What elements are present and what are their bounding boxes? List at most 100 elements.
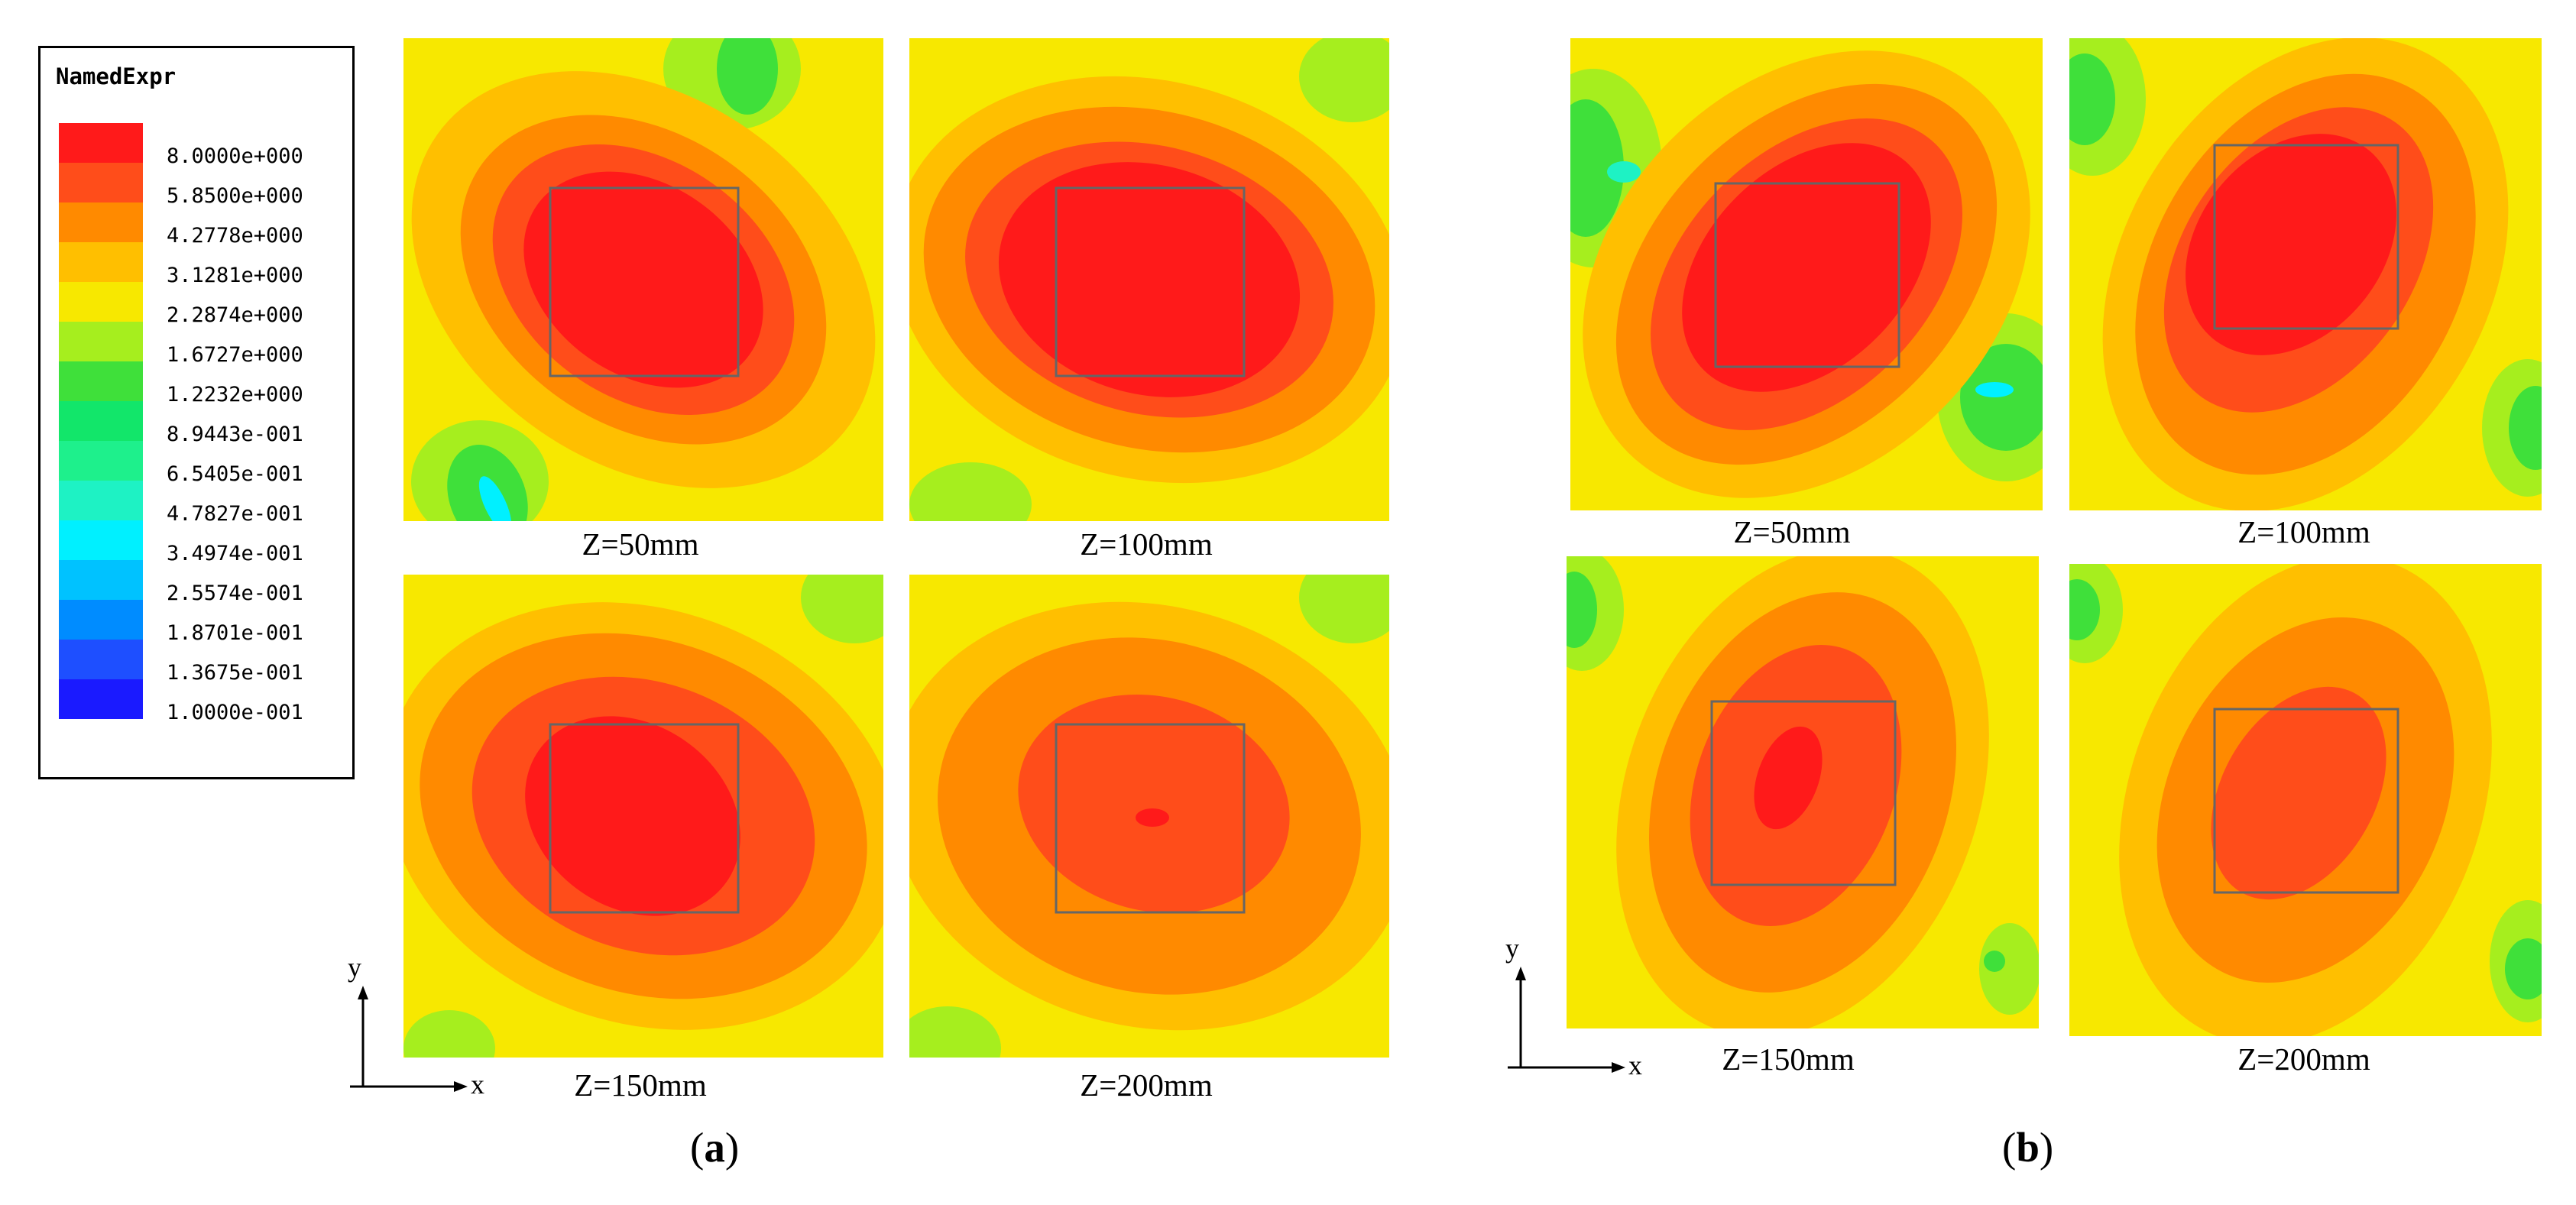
contour-plot (403, 38, 876, 521)
contour-region (1975, 382, 2014, 397)
contour-region (998, 162, 1301, 397)
y-axis-label-a: y (348, 952, 361, 983)
contour-plot (2069, 38, 2542, 510)
contour-region (2509, 386, 2542, 470)
contour-region (1979, 923, 2039, 1015)
panel-a-z100 (909, 38, 1389, 521)
contour-region (2069, 53, 2115, 145)
colorbar-level-label: 3.4974e-001 (167, 542, 303, 565)
source-aperture-outline (2213, 144, 2399, 330)
colorbar-swatch (59, 202, 143, 242)
contour-region (1984, 951, 2005, 972)
caption-b-z200: Z=200mm (2237, 1041, 2370, 1077)
y-axis-label-b: y (1505, 933, 1519, 964)
colorbar-swatch (59, 322, 143, 361)
contour-region (909, 462, 1032, 521)
contour-region (1567, 572, 1597, 648)
contour-region (2069, 579, 2100, 640)
contour-region (523, 171, 763, 388)
axis-indicator-b (1508, 967, 1625, 1073)
colorbar-level-label: 1.6727e+000 (167, 343, 303, 367)
source-aperture-outline (1055, 723, 1246, 914)
colorbar-swatch (59, 640, 143, 679)
source-aperture-outline (549, 723, 740, 914)
contour-region (2505, 938, 2542, 999)
colorbar-swatch (59, 441, 143, 481)
contour-plot (909, 575, 1389, 1058)
colorbar-swatch (59, 600, 143, 640)
colorbar-swatch (59, 361, 143, 401)
caption-a-z150: Z=150mm (574, 1067, 707, 1103)
contour-region (717, 38, 778, 115)
caption-a-z200: Z=200mm (1080, 1067, 1213, 1103)
colorbar-level-label: 1.8701e-001 (167, 621, 303, 645)
contour-region (2211, 686, 2386, 900)
panel-b-z200 (2069, 564, 2542, 1036)
contour-region (909, 1006, 1001, 1058)
colorbar-level-label: 3.1281e+000 (167, 264, 303, 287)
contour-plot (909, 38, 1389, 521)
axis-indicator-a (350, 986, 468, 1092)
contour-plot (1570, 38, 2043, 510)
x-axis-label-a: x (471, 1069, 484, 1100)
colorbar-level-label: 5.8500e+000 (167, 184, 303, 208)
colorbar-swatch (59, 520, 143, 560)
source-aperture-outline (549, 186, 740, 377)
colorbar-level-label: 1.2232e+000 (167, 383, 303, 407)
colorbar-swatch (59, 123, 143, 163)
colorbar-level-label: 4.2778e+000 (167, 224, 303, 248)
colorbar-level-label: 8.0000e+000 (167, 144, 303, 168)
colorbar-swatch (59, 282, 143, 322)
colorbar-swatch (59, 679, 143, 719)
panel-b-z100 (2069, 38, 2542, 510)
caption-b-z150: Z=150mm (1722, 1041, 1855, 1077)
contour-region (1299, 38, 1389, 122)
contour-region (1607, 161, 1641, 183)
contour-region (1570, 99, 1624, 237)
colorbar-level-label: 1.3675e-001 (167, 661, 303, 685)
x-axis-label-b: x (1628, 1050, 1642, 1080)
colorbar-swatch (59, 481, 143, 520)
panel-a-z150 (403, 575, 883, 1058)
colorbar-swatch (59, 401, 143, 441)
colorbar-swatch (59, 560, 143, 600)
caption-a-z100: Z=100mm (1080, 526, 1213, 562)
panel-a-z200 (909, 575, 1389, 1058)
contour-region (478, 476, 512, 521)
contour-plot (2069, 564, 2542, 1036)
colorbar-level-label: 1.0000e-001 (167, 701, 303, 724)
contour-region (403, 1010, 495, 1058)
contour-plot (403, 575, 883, 1058)
contour-region (801, 575, 883, 643)
colorbar-level-label: 2.2874e+000 (167, 303, 303, 327)
caption-b-z100: Z=100mm (2237, 514, 2370, 549)
colorbar-level-label: 4.7827e-001 (167, 502, 303, 526)
subfigure-label-a: (a) (690, 1124, 740, 1171)
contour-region (1299, 575, 1389, 643)
contour-region (1682, 143, 1931, 392)
colorbar-title: NamedExpr (56, 63, 177, 89)
contour-region (1754, 726, 1823, 830)
contour-region (525, 716, 740, 916)
colorbar-level-label: 8.9443e-001 (167, 423, 303, 446)
panel-b-z50 (1570, 38, 2043, 510)
contour-region (1018, 694, 1290, 914)
source-aperture-outline (1710, 700, 1897, 886)
source-aperture-outline (1714, 182, 1900, 368)
panel-a-z50 (403, 38, 883, 521)
colorbar-swatch (59, 242, 143, 282)
contour-region (1960, 344, 2043, 451)
colorbar-level-label: 6.5405e-001 (167, 462, 303, 486)
contour-plot (1567, 556, 2039, 1028)
subfigure-label-b: (b) (2002, 1124, 2054, 1171)
colorbar-level-label: 2.5574e-001 (167, 581, 303, 605)
colorbar-legend: NamedExpr 8.0000e+000 5.8500e+000 4.2778e+… (38, 46, 355, 779)
source-aperture-outline (1055, 186, 1246, 377)
panel-b-z150 (1567, 556, 2039, 1028)
caption-a-z50: Z=50mm (582, 526, 699, 562)
peak-spot (1136, 808, 1169, 827)
contour-region (2186, 134, 2396, 355)
source-aperture-outline (2213, 708, 2399, 894)
colorbar-swatch (59, 163, 143, 202)
caption-b-z50: Z=50mm (1733, 514, 1851, 549)
